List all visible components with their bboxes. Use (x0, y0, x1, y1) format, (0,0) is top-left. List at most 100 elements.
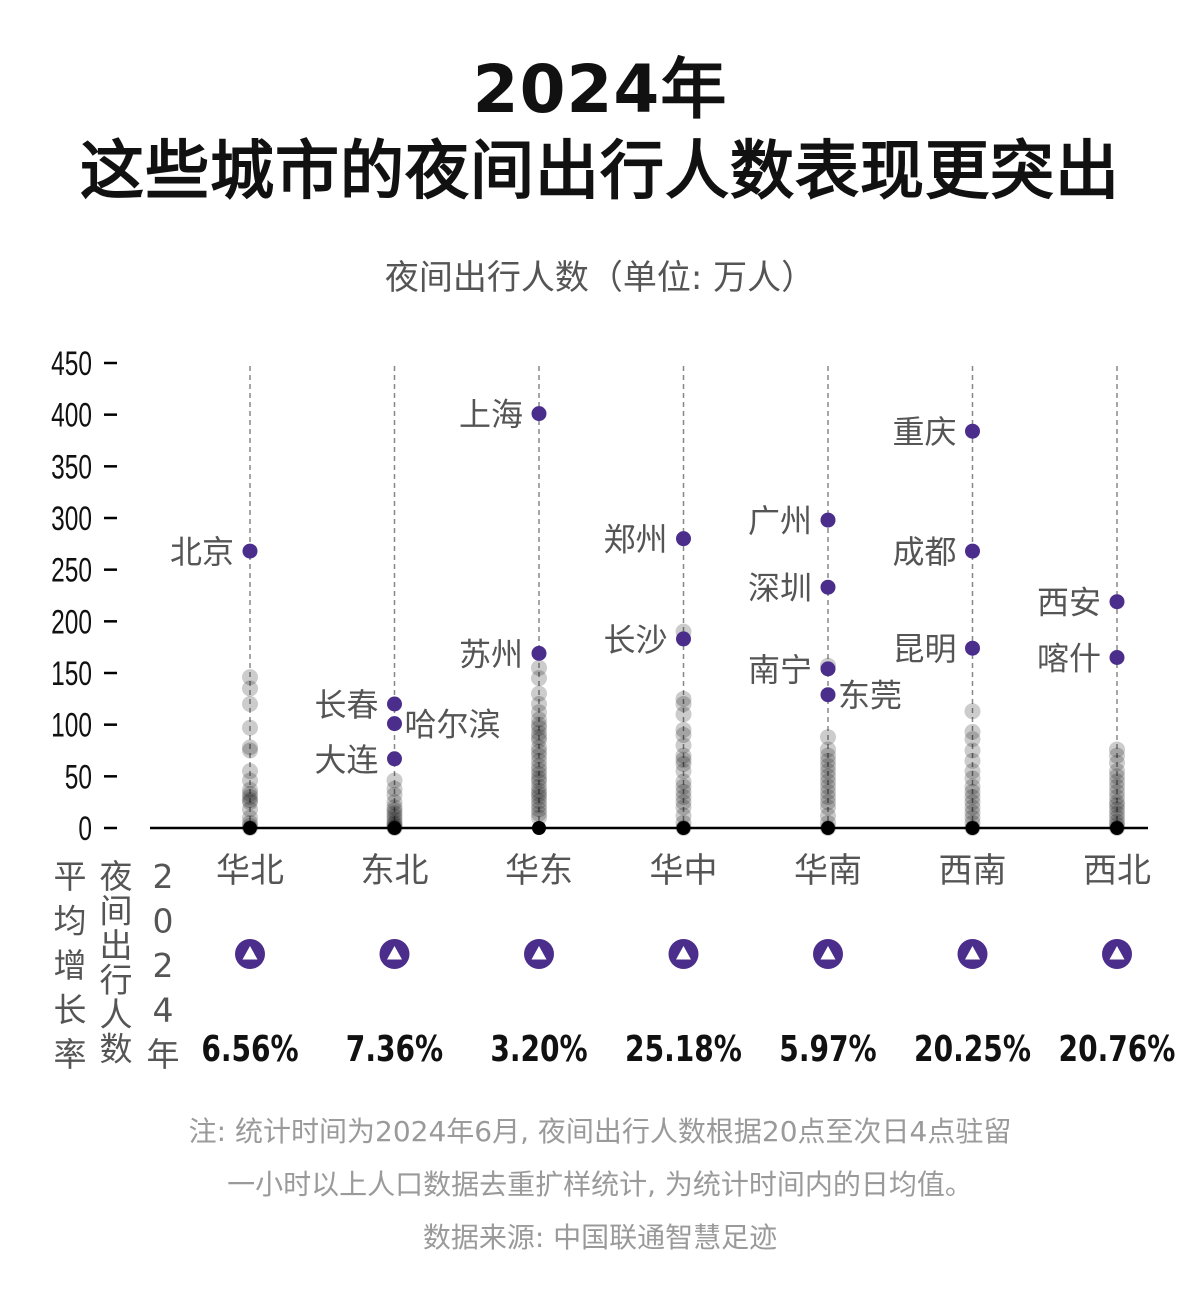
city-label: 北京 (170, 533, 234, 571)
city-dot (964, 789, 981, 805)
city-dot (531, 670, 547, 687)
city-dot (531, 789, 547, 805)
city-dot (820, 729, 836, 746)
city-dot (242, 785, 258, 802)
up-triangle-icon (1102, 939, 1132, 969)
city-dot (531, 793, 547, 810)
city-dot (242, 772, 258, 789)
chart-title: 这些城市的夜间出行人数表现更突出 (80, 135, 1120, 209)
y-tick-label: 450 (51, 345, 92, 383)
highlighted-city-dot (820, 661, 836, 677)
year-row-label: 0 (153, 902, 174, 941)
city-dot (675, 763, 692, 780)
metric-row-label: 数 (100, 1030, 133, 1069)
city-dot (242, 801, 258, 818)
city-dot (242, 669, 258, 686)
y-tick-label: 350 (51, 448, 92, 486)
city-dot (531, 659, 547, 676)
up-triangle-icon (379, 939, 410, 969)
y-tick-label: 0 (78, 810, 92, 848)
highlighted-city-dot (965, 543, 980, 559)
region-label: 华中 (650, 851, 718, 891)
city-dot (964, 799, 981, 816)
city-dot (531, 778, 547, 795)
highlighted-city-dot (820, 687, 836, 703)
city-dot (242, 680, 258, 697)
city-dot (1109, 747, 1125, 764)
footnote-line-1: 注: 统计时间为2024年6月, 夜间出行人数根据20点至次日4点驻留 (188, 1115, 1012, 1148)
city-dot (531, 739, 547, 756)
city-dot (675, 799, 692, 816)
city-dot (1109, 741, 1125, 758)
city-dot (675, 690, 692, 707)
city-dot (531, 716, 547, 733)
city-dot (820, 783, 836, 800)
city-dot (1109, 768, 1125, 785)
metric-row-label: 人 (100, 995, 133, 1034)
region-label: 西南 (939, 851, 1007, 891)
city-dot (1109, 797, 1125, 814)
city-dot (820, 747, 836, 764)
up-triangle-icon (813, 939, 843, 969)
growth-rate-value: 25.18% (625, 1028, 742, 1070)
city-dot (531, 797, 547, 814)
y-tick-label: 50 (65, 758, 92, 796)
metric-row-label: 行 (100, 961, 133, 1000)
city-dot (531, 770, 547, 787)
region-label: 西北 (1083, 851, 1151, 891)
metric-row-label: 出 (100, 926, 133, 965)
year-row-label: 年 (147, 1035, 180, 1074)
city-dot (1109, 809, 1125, 826)
city-dot (820, 778, 836, 795)
city-dot (964, 752, 981, 769)
baseline-dot (243, 821, 257, 835)
city-dot (242, 781, 258, 798)
city-label: 西安 (1037, 584, 1101, 622)
city-dot (964, 804, 981, 821)
city-dot (531, 766, 547, 783)
metric-row-label: 夜 (100, 857, 133, 896)
year-row-label: 2 (153, 946, 174, 985)
city-dot (964, 783, 981, 800)
city-dot (675, 727, 692, 743)
city-label: 喀什 (1037, 640, 1101, 678)
city-dot (531, 773, 547, 790)
city-dot (531, 743, 547, 760)
y-tick-label: 100 (51, 707, 92, 745)
highlighted-city-dot (676, 531, 691, 547)
city-label: 深圳 (748, 569, 812, 607)
growth-rate-value: 5.97% (779, 1028, 876, 1070)
city-dot (820, 794, 836, 811)
city-dot (531, 685, 547, 702)
city-dot (531, 704, 547, 721)
city-dot (531, 729, 547, 746)
city-dot (531, 719, 547, 736)
growth-row-label: 均 (54, 902, 87, 941)
data-source: 数据来源: 中国联通智慧足迹 (422, 1221, 778, 1254)
region-label: 东北 (361, 851, 429, 891)
growth-row-label: 率 (54, 1035, 87, 1074)
city-dot (964, 809, 981, 826)
city-dot (242, 809, 258, 826)
city-dot (242, 794, 258, 811)
city-dot (1109, 783, 1125, 800)
city-dot (820, 763, 836, 780)
up-triangle-icon (668, 939, 699, 969)
city-dot (531, 785, 547, 802)
city-dot (242, 792, 258, 809)
city-dot (386, 772, 403, 789)
highlighted-city-dot (531, 406, 547, 422)
city-dot (1109, 801, 1125, 818)
city-dot (1109, 789, 1125, 805)
city-dot (386, 808, 403, 825)
city-dot (531, 724, 547, 741)
region-label: 华北 (216, 851, 284, 891)
growth-rate-value: 6.56% (201, 1028, 298, 1070)
city-dot (820, 741, 836, 758)
city-dot (386, 786, 403, 803)
city-dot (531, 782, 547, 799)
city-label: 重庆 (892, 413, 956, 451)
city-label: 苏州 (459, 635, 523, 673)
city-dot (242, 739, 258, 756)
city-label: 郑州 (603, 521, 667, 559)
